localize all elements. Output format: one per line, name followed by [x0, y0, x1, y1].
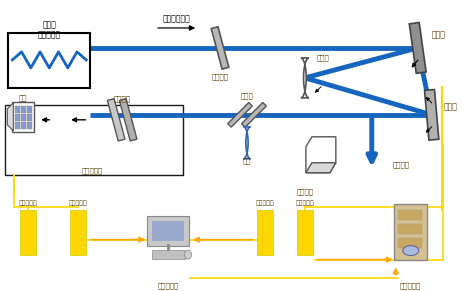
FancyBboxPatch shape [12, 102, 34, 132]
Bar [21, 122, 26, 129]
Text: 图像转换卡: 图像转换卡 [19, 200, 38, 206]
Text: 变形镜: 变形镜 [444, 102, 457, 111]
Text: 图像采集卡: 图像采集卡 [69, 200, 88, 206]
Text: 倒斜镜: 倒斜镜 [317, 55, 329, 61]
Text: 远场相机: 远场相机 [297, 188, 313, 195]
FancyBboxPatch shape [147, 216, 189, 246]
Text: 相机: 相机 [19, 95, 28, 102]
Polygon shape [228, 102, 252, 127]
Bar [398, 238, 422, 248]
Polygon shape [7, 103, 13, 131]
Polygon shape [211, 27, 229, 69]
Text: 出射激光: 出射激光 [393, 162, 410, 168]
Polygon shape [301, 58, 309, 98]
Text: 反射镜: 反射镜 [432, 31, 445, 40]
Bar [70, 210, 86, 255]
Polygon shape [243, 127, 250, 159]
Bar [27, 114, 32, 121]
Bar [21, 106, 26, 113]
Ellipse shape [185, 250, 192, 259]
Bar [398, 224, 422, 234]
Bar [8, 33, 90, 88]
Bar [297, 210, 313, 255]
Text: 波前传感器: 波前传感器 [82, 168, 103, 174]
Text: 光束传播方向: 光束传播方向 [162, 14, 190, 23]
Bar [27, 122, 32, 129]
Text: 分光镜: 分光镜 [241, 93, 253, 100]
Bar [27, 106, 32, 113]
Bar [15, 122, 20, 129]
Polygon shape [425, 90, 439, 140]
Text: 大功率
板条激光器: 大功率 板条激光器 [38, 20, 61, 39]
Bar [152, 221, 184, 241]
FancyBboxPatch shape [152, 250, 185, 259]
Ellipse shape [403, 246, 419, 255]
Bar [21, 114, 26, 121]
FancyBboxPatch shape [6, 105, 183, 175]
Polygon shape [409, 22, 426, 73]
Bar [15, 106, 20, 113]
Text: 图像转换卡: 图像转换卡 [296, 200, 314, 206]
Bar [20, 210, 36, 255]
Text: 光学系统: 光学系统 [114, 96, 131, 102]
Polygon shape [242, 102, 266, 127]
Text: 光学系统: 光学系统 [212, 74, 229, 81]
Bar [15, 114, 20, 121]
Polygon shape [306, 137, 336, 173]
Polygon shape [306, 163, 336, 173]
Text: 图像采集卡: 图像采集卡 [255, 200, 274, 206]
Bar [398, 210, 422, 220]
FancyBboxPatch shape [394, 204, 427, 260]
Text: 透镜: 透镜 [243, 158, 251, 164]
Text: 波前处理机: 波前处理机 [158, 283, 179, 289]
Polygon shape [107, 99, 125, 141]
Polygon shape [119, 99, 137, 141]
Bar [257, 210, 273, 255]
Text: 高压放大器: 高压放大器 [400, 283, 421, 289]
